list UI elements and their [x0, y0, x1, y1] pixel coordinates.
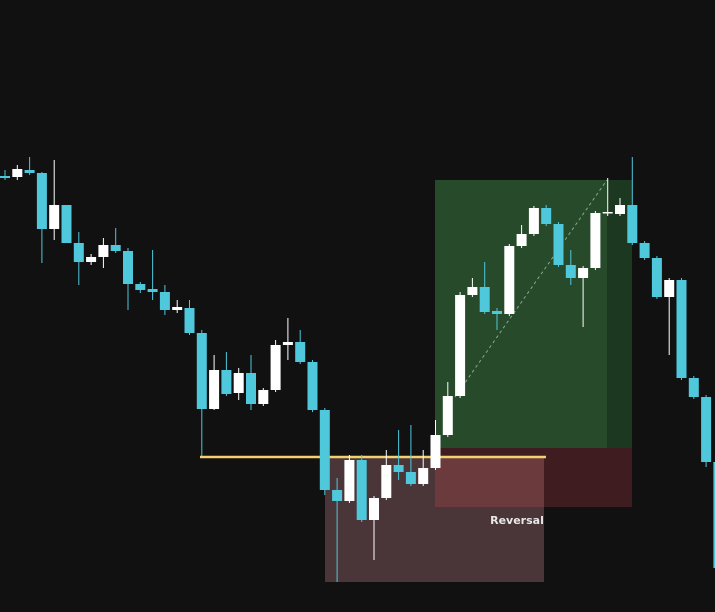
candle-body: [135, 284, 146, 290]
candle-body: [307, 362, 318, 410]
candle-body: [455, 295, 466, 396]
candle-body: [282, 342, 293, 345]
candle-body: [172, 307, 183, 310]
candle-body: [332, 490, 343, 501]
candle-body: [627, 205, 638, 243]
candle-body: [553, 224, 564, 265]
candle-body: [664, 280, 675, 297]
candle-body: [492, 311, 502, 314]
zone-label: Reversal: [490, 514, 544, 527]
candle-body: [221, 370, 232, 394]
candle-body: [209, 370, 220, 409]
candle-body: [430, 435, 441, 468]
candle-body: [49, 205, 60, 229]
candle-body: [319, 410, 330, 490]
candle-body: [86, 257, 97, 262]
candle-body: [344, 460, 355, 501]
candle-body: [418, 468, 429, 484]
zone-overlap: [435, 457, 544, 507]
candle-body: [565, 265, 576, 278]
candle-body: [676, 280, 687, 378]
candle-body: [713, 462, 715, 568]
candle-body: [528, 208, 539, 234]
candle-body: [246, 373, 256, 404]
candle-body: [467, 287, 478, 295]
candle-body: [541, 208, 552, 224]
candle-body: [123, 251, 133, 284]
candle-body: [270, 345, 281, 390]
candles: [0, 157, 715, 582]
candle-body: [615, 205, 625, 214]
candle-body: [110, 245, 121, 251]
candle-body: [442, 396, 453, 435]
candle-body: [688, 378, 699, 397]
candle-body: [12, 169, 23, 177]
candle-body: [258, 390, 269, 404]
candle-body: [393, 465, 404, 472]
candle-body: [479, 287, 490, 312]
candle-body: [369, 498, 379, 520]
candle-body: [504, 246, 515, 314]
candle-body: [590, 213, 601, 268]
candle-body: [73, 243, 84, 262]
candle-body: [36, 173, 47, 229]
candle-body: [639, 243, 650, 258]
candle-body: [295, 342, 306, 362]
candle-body: [147, 289, 158, 292]
candle-body: [196, 333, 207, 409]
candle-body: [651, 258, 662, 297]
trend-line: [454, 179, 608, 398]
candle-body: [0, 176, 10, 178]
candle-body: [233, 373, 244, 393]
candle-body: [24, 170, 35, 173]
candle-body: [516, 234, 527, 246]
candle-body: [98, 245, 109, 257]
candle-body: [61, 205, 72, 243]
candle-body: [405, 472, 416, 484]
candle-body: [602, 212, 613, 214]
candle-body: [578, 268, 589, 278]
candle-body: [701, 397, 712, 462]
candle-body: [159, 292, 170, 310]
candle-body: [356, 460, 367, 520]
candle-body: [184, 308, 195, 333]
candle-body: [381, 465, 392, 498]
